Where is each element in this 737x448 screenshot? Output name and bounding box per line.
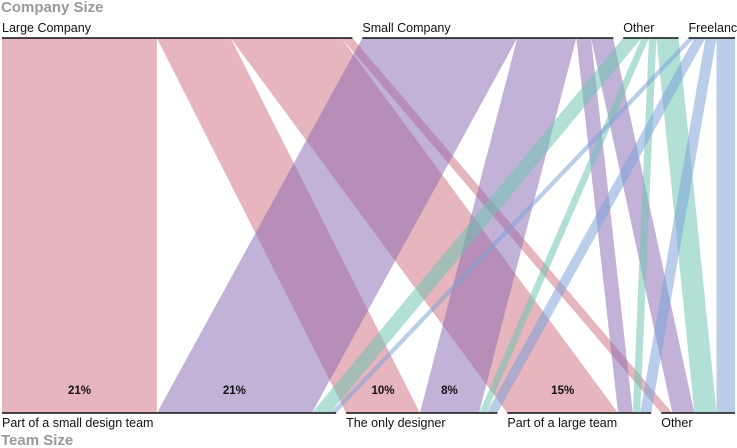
ribbon-layer — [2, 38, 735, 413]
ribbon-other-to-other — [656, 38, 717, 413]
percent-label-small-company-to-the-only-designer: 8% — [441, 385, 458, 397]
bottom-node-label-other: Other — [661, 416, 692, 430]
ribbon-small-company-to-the-only-designer — [419, 38, 577, 413]
ribbon-freelance-to-other — [716, 38, 735, 413]
percent-label-large-company-to-part-of-a-large-team: 15% — [551, 385, 574, 397]
node-bar-layer — [2, 37, 735, 414]
percent-label-large-company-to-the-only-designer: 10% — [371, 385, 394, 397]
label-layer: 21% 10% 15% 21% 8% Large Company Small Company… — [2, 21, 737, 430]
bottom-axis-title: Team Size — [1, 432, 73, 448]
ribbon-small-company-to-part-of-a-large-team — [576, 38, 633, 413]
top-axis-title: Company Size — [1, 0, 104, 16]
bottom-node-label-part-of-a-small-design-team: Part of a small design team — [2, 416, 153, 430]
ribbon-other-to-part-of-a-small-design-team — [311, 38, 642, 413]
percent-label-small-company-to-part-of-a-small-design-team: 21% — [223, 385, 246, 397]
percent-label-large-company-to-part-of-a-small-design-team: 21% — [68, 385, 91, 397]
bottom-node-label-the-only-designer: The only designer — [346, 416, 445, 430]
top-node-label-large-company: Large Company — [2, 21, 92, 35]
ribbon-freelance-to-part-of-a-small-design-team — [330, 38, 695, 413]
top-node-label-freelance: Freelance — [689, 21, 737, 35]
ribbon-freelance-to-part-of-a-large-team — [640, 38, 717, 413]
ribbon-freelance-to-the-only-designer — [486, 38, 706, 413]
ribbon-large-company-to-part-of-a-small-design-team — [2, 38, 157, 413]
top-node-label-small-company: Small Company — [362, 21, 451, 35]
bottom-node-label-part-of-a-large-team: Part of a large team — [507, 416, 617, 430]
ribbon-other-to-the-only-designer — [478, 38, 650, 413]
ribbon-small-company-to-part-of-a-small-design-team — [156, 38, 518, 413]
top-node-label-other: Other — [623, 21, 654, 35]
